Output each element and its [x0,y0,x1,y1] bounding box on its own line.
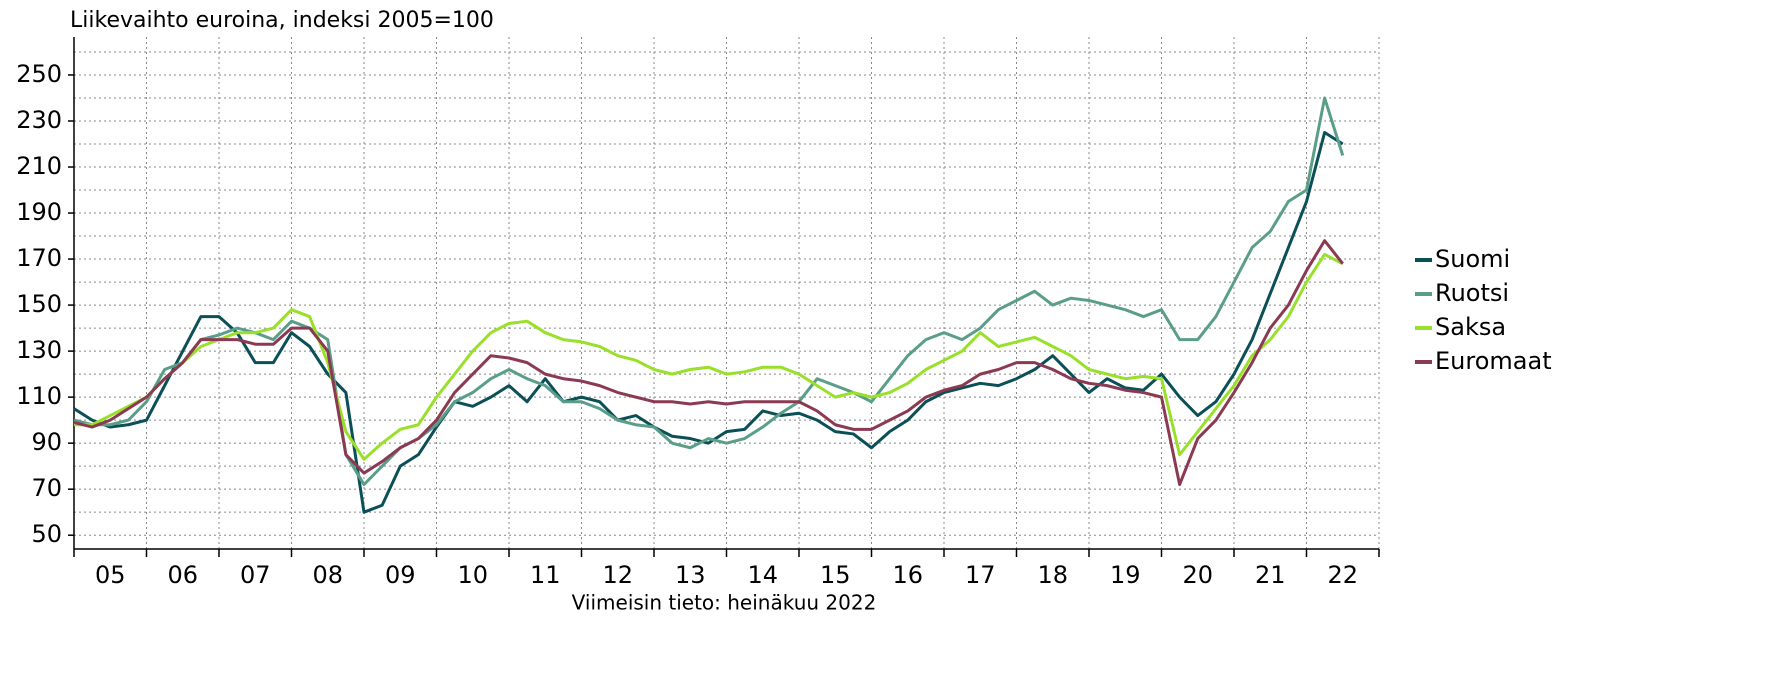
footnote: Viimeisin tieto: heinäkuu 2022 [572,591,877,615]
x-tick-label: 08 [312,561,343,589]
series-line [73,96,1345,487]
y-tick-label: 230 [16,106,62,134]
x-tick-label: 05 [95,561,126,589]
x-tick-label: 20 [1182,561,1213,589]
x-tick-label: 22 [1327,561,1358,589]
legend-label: Ruotsi [1435,279,1509,307]
x-tick-label: 06 [167,561,198,589]
series-line [73,239,1344,487]
y-tick-label: 150 [16,290,62,318]
x-tick-label: 11 [530,561,561,589]
y-tick-label: 210 [16,152,62,180]
series-line [74,252,1344,461]
x-tick-label: 19 [1110,561,1141,589]
legend-label: Suomi [1435,245,1510,273]
y-tick-label: 250 [16,60,62,88]
chart-title: Liikevaihto euroina, indeksi 2005=100 [70,8,494,33]
x-tick-label: 09 [385,561,416,589]
x-tick-label: 17 [965,561,996,589]
x-tick-label: 13 [675,561,706,589]
x-tick-label: 12 [602,561,633,589]
y-tick-label: 190 [16,198,62,226]
x-tick-label: 18 [1037,561,1068,589]
x-tick-label: 14 [747,561,778,589]
y-tick-label: 170 [16,244,62,272]
legend-label: Saksa [1435,313,1506,341]
y-tick-label: 130 [16,336,62,364]
legend-label: Euromaat [1435,347,1552,375]
x-tick-label: 15 [820,561,851,589]
y-tick-label: 90 [31,428,62,456]
y-tick-label: 110 [16,382,62,410]
series-line [73,130,1344,514]
y-tick-label: 70 [31,474,62,502]
y-tick-label: 50 [31,520,62,548]
x-tick-label: 07 [240,561,271,589]
x-tick-label: 10 [457,561,488,589]
x-tick-label: 16 [892,561,923,589]
x-tick-label: 21 [1255,561,1286,589]
